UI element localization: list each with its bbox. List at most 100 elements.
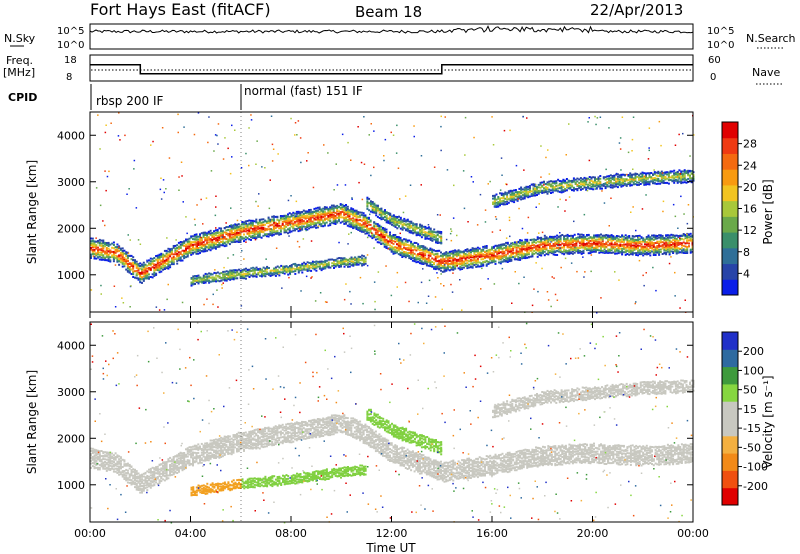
scatter-cell (487, 262, 490, 265)
scatter-cell (405, 223, 408, 226)
scatter-cell (526, 246, 529, 249)
scatter-cell (306, 215, 309, 218)
scatter-cell (114, 246, 117, 249)
scatter-cell (195, 275, 198, 278)
scatter-cell (675, 239, 678, 242)
scatter-cell (253, 235, 256, 238)
scatter-cell (394, 215, 397, 218)
scatter-cell (378, 236, 381, 239)
scatter-cell (294, 228, 296, 231)
scatter-cell (573, 244, 576, 247)
scatter-cell (596, 249, 599, 251)
scatter-cell (285, 216, 288, 218)
scatter-cell (638, 251, 641, 254)
scatter-cell (433, 231, 436, 234)
scatter-cell (220, 237, 223, 240)
scatter-cell (447, 268, 449, 271)
scatter-cell (353, 218, 356, 221)
scatter-cell (487, 253, 490, 256)
scatter-cell (288, 212, 291, 215)
noise-panel-frame (89, 23, 694, 50)
noise-sky-line (89, 25, 694, 34)
scatter-cell (466, 256, 469, 259)
scatter-cell (526, 244, 529, 246)
scatter-cell (434, 255, 437, 258)
scatter-cell (148, 273, 150, 276)
scatter-cell (668, 247, 671, 250)
scatter-cell (592, 180, 595, 183)
scatter-cell (452, 264, 455, 266)
scatter-cell (399, 236, 402, 239)
scatter-cell (278, 232, 281, 235)
scatter-cell (598, 249, 601, 252)
scatter-cell (550, 239, 553, 241)
scatter-cell (552, 248, 555, 251)
scatter-cell (244, 238, 247, 241)
scatter-cell (629, 172, 632, 175)
scatter-cell (105, 254, 108, 257)
scatter-cell (427, 232, 430, 235)
scatter-cell (429, 249, 432, 252)
scatter-cell (457, 259, 460, 262)
scatter-cell (544, 188, 547, 191)
scatter-cell (406, 243, 409, 246)
scatter-cell (334, 263, 337, 265)
scatter-cell (315, 218, 318, 221)
scatter-cell (223, 241, 226, 244)
scatter-cell (329, 266, 332, 269)
scatter-cell (232, 235, 235, 238)
scatter-cell (403, 251, 406, 253)
scatter-cell (554, 247, 557, 250)
scatter-cell (119, 258, 122, 261)
scatter-cell (468, 266, 471, 269)
scatter-cell (596, 242, 599, 245)
scatter-cell (360, 211, 363, 214)
scatter-cell (601, 251, 604, 254)
scatter-cell (211, 244, 214, 247)
scatter-cell (433, 238, 436, 241)
scatter-cell (251, 227, 254, 230)
scatter-cell (276, 232, 279, 235)
scatter-cell (389, 233, 391, 236)
scatter-cell (232, 240, 235, 242)
scatter-cell (403, 252, 406, 255)
scatter-cell (336, 212, 339, 215)
scatter-cell (390, 245, 393, 248)
scatter-cell (675, 245, 678, 248)
scatter-cell (190, 251, 193, 254)
scatter-cell (616, 177, 619, 180)
scatter-cell (530, 183, 533, 186)
scatter-cell (287, 220, 289, 223)
scatter-cell (329, 206, 332, 209)
scatter-cell (607, 234, 610, 237)
scatter-cell (380, 218, 383, 221)
scatter-cell (485, 245, 488, 247)
scatter-cell (174, 257, 177, 260)
scatter-cell (229, 275, 232, 277)
scatter-cell (347, 263, 349, 266)
scatter-cell (309, 222, 312, 225)
scatter-cell (214, 231, 217, 234)
scatter-cell (327, 263, 330, 266)
scatter-cell (440, 231, 443, 233)
scatter-cell (323, 211, 326, 213)
scatter-cell (373, 221, 376, 224)
scatter-cell (452, 251, 455, 254)
scatter-cell (292, 229, 295, 232)
scatter-cell (654, 246, 657, 249)
scatter-cell (682, 234, 685, 237)
scatter-cell (570, 237, 573, 240)
scatter-cell (583, 183, 586, 186)
scatter-cell (345, 217, 347, 220)
scatter-cell (504, 200, 507, 203)
scatter-cell (271, 233, 274, 236)
scatter-cell (517, 246, 520, 249)
scatter-cell (436, 230, 439, 233)
scatter-cell (636, 173, 639, 176)
scatter-cell (471, 262, 474, 265)
scatter-cell (539, 181, 542, 184)
scatter-cell (410, 231, 413, 234)
scatter-cell (410, 230, 413, 233)
scatter-cell (611, 176, 614, 179)
scatter-cell (549, 247, 551, 249)
